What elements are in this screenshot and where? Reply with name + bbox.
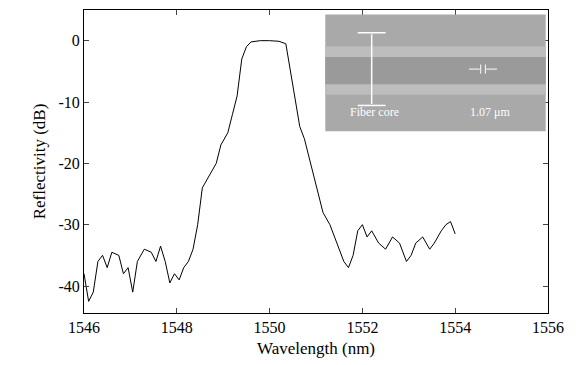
svg-text:1548: 1548 <box>161 319 193 336</box>
svg-text:-20: -20 <box>58 155 79 172</box>
svg-text:-30: -30 <box>58 216 79 233</box>
svg-text:1554: 1554 <box>439 319 471 336</box>
svg-text:1546: 1546 <box>68 319 100 336</box>
svg-text:1550: 1550 <box>254 319 286 336</box>
svg-text:Fiber core: Fiber core <box>350 105 399 119</box>
svg-text:1.07 μm: 1.07 μm <box>470 105 510 119</box>
svg-text:0: 0 <box>72 32 80 49</box>
svg-text:1552: 1552 <box>346 319 378 336</box>
svg-text:Wavelength (nm): Wavelength (nm) <box>257 339 375 358</box>
svg-text:Reflectivity (dB): Reflectivity (dB) <box>30 104 49 220</box>
svg-text:1556: 1556 <box>532 319 564 336</box>
svg-text:-10: -10 <box>58 94 79 111</box>
svg-text:-40: -40 <box>58 278 79 295</box>
